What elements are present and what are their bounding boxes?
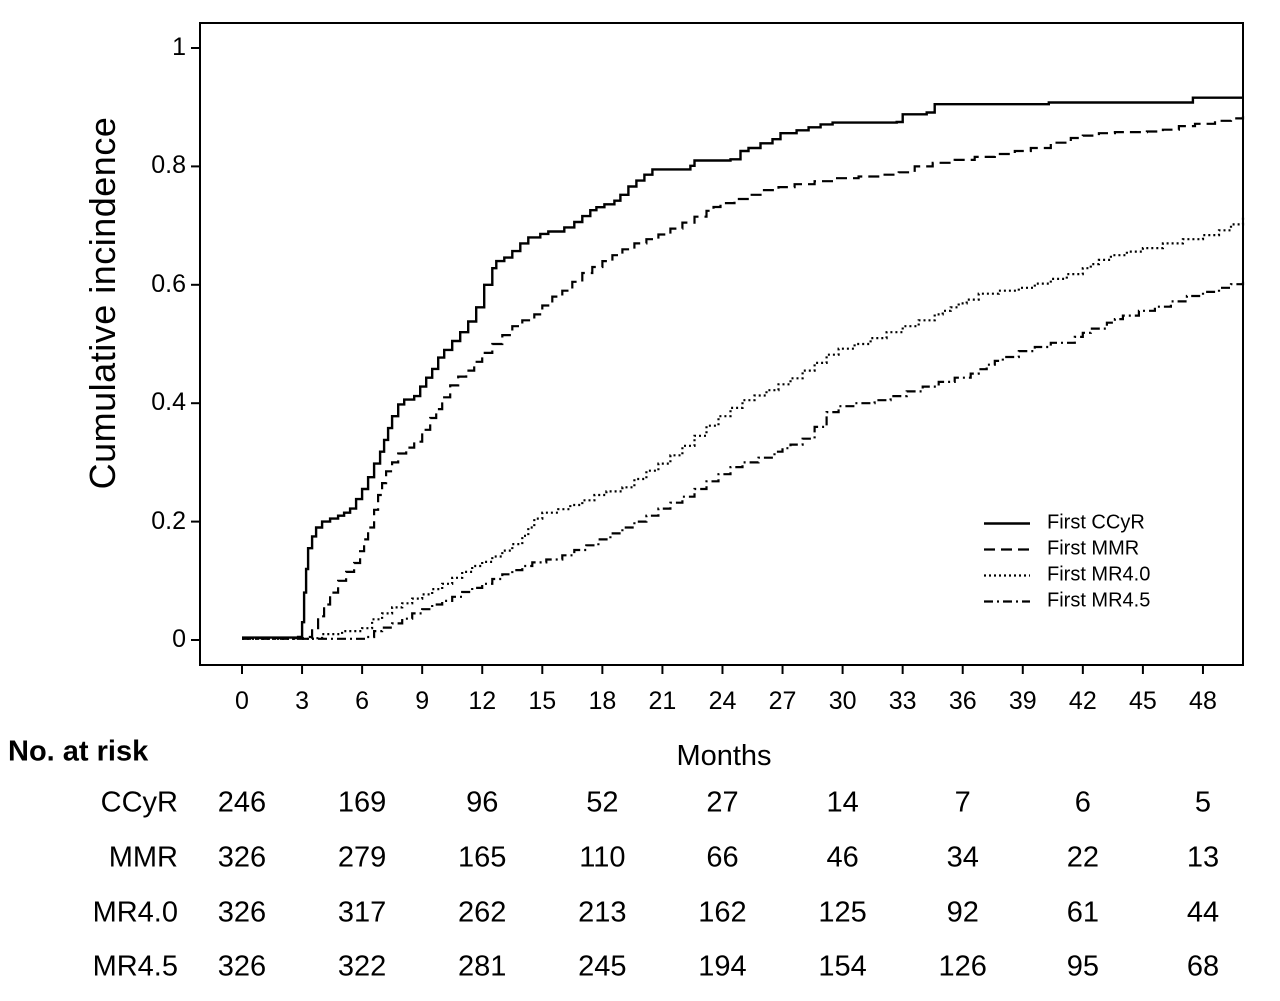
risk-cell: 44 — [1186, 896, 1220, 929]
x-tick-label: 45 — [1128, 687, 1157, 715]
risk-row-label: MR4.5 — [92, 950, 178, 983]
risk-cell: 13 — [1186, 841, 1220, 874]
risk-cell: 110 — [579, 841, 626, 874]
risk-cell: 162 — [698, 896, 747, 929]
risk-cell: 213 — [578, 896, 627, 929]
x-tick-label: 15 — [528, 687, 557, 715]
legend-item: First CCyR — [983, 512, 1145, 535]
risk-cell: 6 — [1074, 786, 1091, 819]
x-tick-label: 24 — [708, 687, 737, 715]
risk-cell: 246 — [217, 786, 267, 819]
x-tick-label: 39 — [1008, 687, 1037, 715]
y-tick-label: 0.6 — [151, 269, 186, 298]
curve-dashdot — [242, 281, 1245, 640]
legend-line-sample-dashdot — [984, 599, 1030, 603]
risk-cell: 279 — [337, 841, 387, 874]
x-tick-label: 18 — [588, 687, 617, 715]
risk-cell: 7 — [954, 786, 971, 819]
legend-line-sample-dotted — [984, 573, 1030, 577]
risk-row-label: MMR — [108, 841, 178, 874]
x-tick-label: 33 — [888, 687, 917, 715]
legend-item: First MMR — [983, 538, 1139, 561]
y-tick-label: 0 — [172, 624, 186, 653]
risk-table-header: No. at risk — [8, 735, 149, 768]
risk-cell: 14 — [826, 786, 859, 819]
legend-line-sample-dashed — [984, 547, 1030, 551]
risk-cell: 95 — [1066, 950, 1099, 983]
risk-cell: 245 — [578, 950, 627, 983]
risk-row-label: MR4.0 — [92, 896, 178, 929]
legend-item-label: First CCyR — [1047, 511, 1145, 534]
risk-cell: 326 — [217, 841, 267, 874]
risk-cell: 194 — [698, 950, 747, 983]
x-tick-label: 48 — [1189, 687, 1217, 715]
risk-cell: 46 — [826, 841, 859, 874]
risk-cell: 169 — [337, 786, 387, 819]
legend-item-label: First MMR — [1047, 537, 1140, 560]
legend-item: First MR4.5 — [983, 590, 1150, 613]
risk-cell: 154 — [818, 950, 867, 983]
risk-cell: 262 — [458, 896, 507, 929]
legend-line-sample-solid — [984, 521, 1030, 525]
curve-dashed — [242, 116, 1245, 640]
legend-item: First MR4.0 — [983, 564, 1150, 587]
risk-row-label: CCyR — [100, 786, 178, 819]
x-tick-label: 3 — [295, 687, 309, 715]
risk-cell: 96 — [466, 786, 499, 819]
x-tick-label: 30 — [828, 687, 857, 715]
risk-cell: 326 — [217, 950, 267, 983]
x-tick-label: 6 — [355, 687, 370, 715]
risk-cell: 61 — [1066, 896, 1099, 929]
risk-cell: 22 — [1066, 841, 1099, 874]
x-tick-label: 42 — [1068, 687, 1097, 715]
curve-dotted — [242, 216, 1245, 640]
risk-cell: 281 — [458, 950, 507, 983]
legend-item-label: First MR4.0 — [1047, 563, 1151, 586]
risk-cell: 66 — [706, 841, 739, 874]
x-tick-label: 0 — [235, 687, 249, 715]
y-tick-label: 0.2 — [151, 506, 186, 535]
y-tick-label: 0.4 — [151, 388, 186, 417]
risk-cell: 92 — [946, 896, 979, 929]
risk-cell: 317 — [337, 896, 387, 929]
risk-cell: 68 — [1186, 950, 1220, 983]
y-tick-label: 0.8 — [151, 151, 186, 180]
risk-cell: 34 — [946, 841, 979, 874]
risk-cell: 165 — [458, 841, 507, 874]
x-tick-label: 36 — [948, 687, 977, 715]
x-tick-label: 12 — [468, 687, 497, 715]
risk-cell: 27 — [706, 786, 739, 819]
y-tick-label: 1 — [172, 32, 186, 61]
risk-cell: 52 — [586, 786, 619, 819]
x-tick-label: 27 — [768, 687, 797, 715]
x-tick-label: 9 — [415, 687, 430, 715]
curve-solid — [242, 96, 1243, 639]
x-tick-label: 21 — [648, 687, 677, 715]
risk-cell: 125 — [818, 896, 867, 929]
risk-cell: 322 — [337, 950, 387, 983]
risk-cell: 326 — [217, 896, 267, 929]
legend-item-label: First MR4.5 — [1047, 589, 1151, 612]
x-axis-title: Months — [676, 740, 772, 772]
risk-cell: 5 — [1194, 786, 1212, 819]
risk-cell: 126 — [938, 950, 987, 983]
